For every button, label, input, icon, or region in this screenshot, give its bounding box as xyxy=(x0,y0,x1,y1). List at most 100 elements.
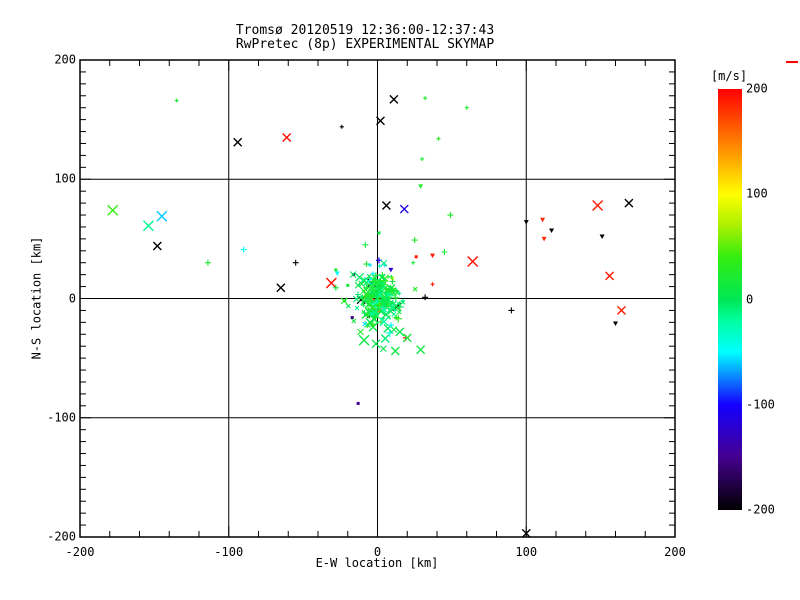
data-point xyxy=(389,94,399,104)
data-point xyxy=(334,268,338,272)
data-point xyxy=(616,305,626,315)
data-point xyxy=(388,322,395,329)
data-point xyxy=(371,309,379,317)
colorbar-tick-label: -100 xyxy=(746,397,775,412)
data-point xyxy=(423,96,428,101)
data-point xyxy=(394,290,400,296)
data-point xyxy=(349,271,357,278)
data-point xyxy=(340,297,348,305)
data-point xyxy=(365,311,370,316)
data-point xyxy=(379,317,389,327)
data-point xyxy=(107,204,119,216)
x-tick-label: -100 xyxy=(214,545,244,559)
data-point xyxy=(441,248,448,255)
data-point xyxy=(599,234,605,239)
data-point xyxy=(540,217,546,223)
data-point xyxy=(411,260,416,265)
data-point xyxy=(390,326,398,333)
data-point xyxy=(392,308,397,313)
data-point xyxy=(366,273,372,279)
data-point xyxy=(360,296,370,306)
data-point xyxy=(361,303,366,308)
data-point xyxy=(422,294,429,301)
data-point xyxy=(388,267,394,273)
data-point xyxy=(371,339,381,349)
data-point xyxy=(395,302,404,311)
data-point xyxy=(362,241,369,248)
data-point xyxy=(368,303,376,311)
data-point xyxy=(364,320,371,328)
colorbar-tick-label: -200 xyxy=(746,502,775,517)
data-point xyxy=(386,292,392,297)
data-point xyxy=(624,198,634,208)
data-point xyxy=(420,156,425,161)
data-point xyxy=(367,289,376,298)
data-point xyxy=(541,236,547,242)
data-point xyxy=(390,346,400,356)
x-tick-label: 100 xyxy=(515,545,538,559)
data-point xyxy=(416,345,426,355)
data-point xyxy=(400,299,406,305)
data-point xyxy=(430,282,435,287)
data-point xyxy=(384,287,390,292)
data-point xyxy=(142,220,154,232)
data-point xyxy=(402,333,412,343)
data-point xyxy=(339,124,344,129)
y-tick-label: -200 xyxy=(47,529,76,544)
data-point xyxy=(394,314,403,323)
data-point xyxy=(282,133,292,143)
data-point xyxy=(345,303,351,309)
data-point xyxy=(605,271,615,281)
data-point xyxy=(380,298,388,306)
x-tick-label: 200 xyxy=(664,545,686,559)
data-point xyxy=(371,313,380,322)
data-point xyxy=(386,274,391,279)
data-point xyxy=(390,276,394,280)
y-tick-label: 0 xyxy=(68,291,76,305)
colorbar-unit-label: [m/s] xyxy=(710,69,748,83)
data-point xyxy=(382,307,388,313)
x-tick-label: 0 xyxy=(373,545,382,559)
data-point xyxy=(412,286,418,292)
data-point xyxy=(351,318,357,324)
data-point xyxy=(377,284,382,290)
data-point xyxy=(385,296,393,303)
data-point xyxy=(395,327,405,337)
data-point xyxy=(592,199,604,211)
colorbar-tick-label: 200 xyxy=(746,81,768,96)
data-point xyxy=(411,237,418,244)
data-point xyxy=(369,321,376,328)
x-axis-label: E-W location [km] xyxy=(315,556,439,570)
data-point xyxy=(430,253,436,259)
data-point xyxy=(377,231,381,235)
data-point xyxy=(381,200,391,210)
y-tick-label: 200 xyxy=(54,52,76,67)
data-point xyxy=(414,255,418,259)
data-point xyxy=(380,333,390,343)
colorbar-tick-label: 0 xyxy=(746,292,754,306)
data-point xyxy=(355,291,362,298)
data-point xyxy=(354,281,362,289)
data-point xyxy=(358,334,370,346)
data-point xyxy=(373,295,381,302)
data-point xyxy=(447,212,454,219)
y-tick-label: -100 xyxy=(47,410,76,425)
data-point xyxy=(377,264,382,269)
data-point xyxy=(325,277,337,289)
colorbar-tick-label: 100 xyxy=(746,186,768,201)
data-point xyxy=(363,280,369,286)
data-point xyxy=(152,241,162,251)
data-point xyxy=(389,278,396,285)
data-point xyxy=(521,528,531,538)
data-point xyxy=(388,284,393,289)
y-axis-label: N-S location [km] xyxy=(29,236,44,360)
data-point xyxy=(356,401,360,405)
data-point xyxy=(464,105,469,110)
data-point xyxy=(371,271,376,276)
data-point xyxy=(508,307,515,314)
data-point xyxy=(375,285,383,293)
data-point xyxy=(359,294,364,299)
data-point xyxy=(334,271,340,276)
